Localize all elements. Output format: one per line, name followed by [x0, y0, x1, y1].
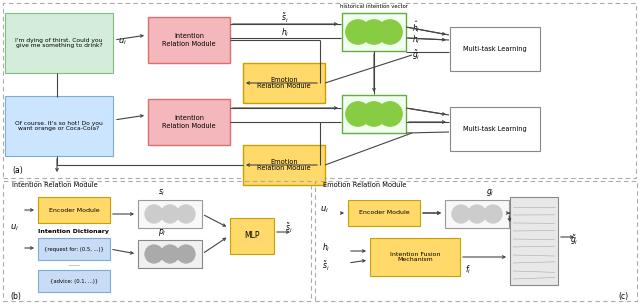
Text: $u_i$: $u_i$ — [10, 223, 19, 233]
Circle shape — [362, 102, 386, 126]
Bar — [38, 270, 110, 292]
Bar — [138, 240, 202, 268]
Circle shape — [145, 205, 163, 223]
Text: I'm dying of thirst. Could you
give me something to drink?: I'm dying of thirst. Could you give me s… — [15, 38, 102, 48]
Bar — [148, 99, 230, 145]
Text: $p_l$: $p_l$ — [158, 227, 166, 239]
Text: Intention Dictionary: Intention Dictionary — [38, 230, 109, 234]
Text: {advice: (0.1, ...)}: {advice: (0.1, ...)} — [50, 278, 98, 284]
Text: Intention
Relation Module: Intention Relation Module — [162, 33, 216, 47]
Bar — [138, 200, 202, 228]
Bar — [348, 200, 420, 226]
Bar — [243, 145, 325, 185]
Text: $u_i$: $u_i$ — [118, 37, 127, 47]
Text: $\tilde{g}_i$: $\tilde{g}_i$ — [412, 48, 420, 62]
Text: Emotion
Relation Module: Emotion Relation Module — [257, 158, 311, 171]
Circle shape — [145, 245, 163, 263]
Bar — [450, 107, 540, 151]
Bar — [3, 181, 311, 301]
Circle shape — [161, 245, 179, 263]
Text: (b): (b) — [10, 292, 21, 300]
Text: historical intention vector: historical intention vector — [340, 5, 408, 9]
Text: Emotion Relation Module: Emotion Relation Module — [323, 182, 406, 188]
Text: Intention Relation Module: Intention Relation Module — [12, 182, 98, 188]
Bar — [445, 200, 509, 228]
Bar — [243, 63, 325, 103]
Text: $\tilde{g}_i$: $\tilde{g}_i$ — [570, 233, 579, 247]
Circle shape — [452, 205, 470, 223]
Text: $s_i$: $s_i$ — [158, 188, 166, 198]
Text: Intention
Relation Module: Intention Relation Module — [162, 116, 216, 129]
Text: $u_i$: $u_i$ — [320, 205, 329, 215]
Text: $h_i$: $h_i$ — [322, 242, 330, 254]
Text: MLP: MLP — [244, 232, 260, 240]
Text: Encoder Module: Encoder Module — [49, 208, 99, 212]
Bar — [342, 95, 406, 133]
Circle shape — [177, 205, 195, 223]
Bar — [230, 218, 274, 254]
Circle shape — [346, 102, 370, 126]
Bar — [148, 17, 230, 63]
Text: (c): (c) — [618, 292, 628, 300]
Circle shape — [177, 245, 195, 263]
Circle shape — [346, 20, 370, 44]
Bar — [5, 96, 113, 156]
Bar — [315, 181, 637, 301]
Bar — [3, 3, 636, 178]
Bar — [5, 13, 113, 73]
Bar — [510, 197, 558, 285]
Text: Emotion
Relation Module: Emotion Relation Module — [257, 77, 311, 89]
Text: Multi-task Learning: Multi-task Learning — [463, 46, 527, 52]
Circle shape — [362, 20, 386, 44]
Text: $g_i$: $g_i$ — [486, 188, 494, 199]
Text: $\tilde{s}_i$: $\tilde{s}_i$ — [285, 221, 292, 235]
Bar — [450, 27, 540, 71]
Bar — [342, 13, 406, 51]
Circle shape — [161, 205, 179, 223]
Text: $\tilde{s}_i$: $\tilde{s}_i$ — [281, 12, 289, 25]
Text: Intention Fusion
Mechanism: Intention Fusion Mechanism — [390, 252, 440, 262]
Text: {request for: (0.5, ...)}: {request for: (0.5, ...)} — [44, 247, 104, 251]
Circle shape — [468, 205, 486, 223]
Circle shape — [378, 102, 402, 126]
Text: $h_i$: $h_i$ — [281, 27, 289, 39]
Text: Multi-task Learning: Multi-task Learning — [463, 126, 527, 132]
Text: Of course. It's so hot! Do you
want orange or Coca-Cola?: Of course. It's so hot! Do you want oran… — [15, 121, 103, 131]
Text: ......: ...... — [68, 261, 80, 267]
Bar — [38, 197, 110, 223]
Text: $f_i$: $f_i$ — [465, 264, 471, 276]
Circle shape — [378, 20, 402, 44]
Text: $h_i$: $h_i$ — [412, 34, 420, 46]
Text: $\tilde{s}_i$: $\tilde{s}_i$ — [322, 259, 330, 273]
Bar — [38, 238, 110, 260]
Circle shape — [484, 205, 502, 223]
Text: (a): (a) — [12, 165, 23, 174]
Bar — [370, 238, 460, 276]
Text: $\hat{h}_i$: $\hat{h}_i$ — [412, 19, 420, 35]
Text: Encoder Module: Encoder Module — [358, 210, 410, 216]
